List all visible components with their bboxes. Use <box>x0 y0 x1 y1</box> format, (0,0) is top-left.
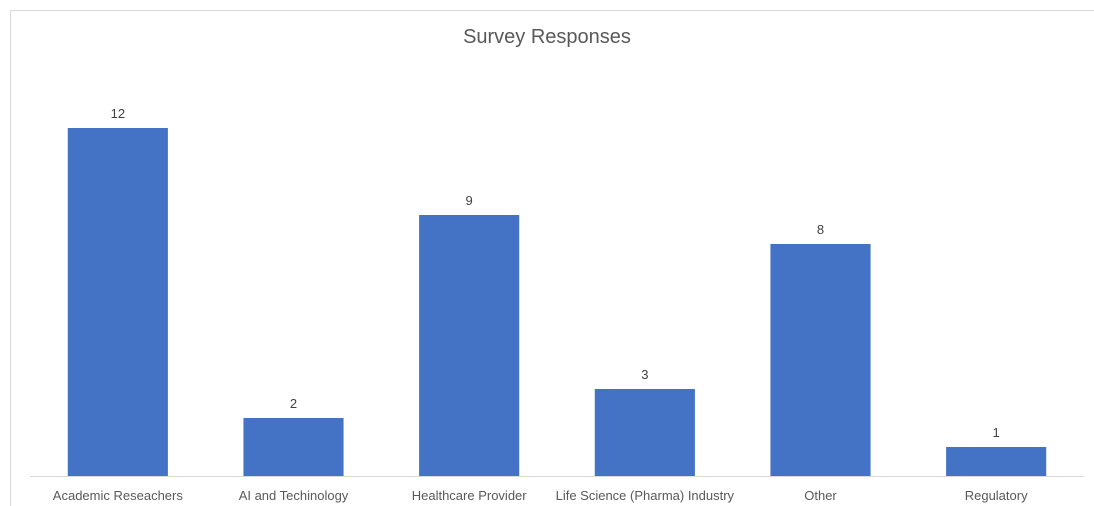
x-tick-label-3: Life Science (Pharma) Industry <box>556 488 735 503</box>
bar-1 <box>243 418 344 476</box>
x-tick-label-0: Academic Reseachers <box>53 488 184 503</box>
bar-4 <box>770 244 871 476</box>
x-tick-label-2: Healthcare Provider <box>412 488 528 503</box>
data-label-3: 3 <box>641 367 648 382</box>
bar-5 <box>946 447 1047 476</box>
bars-group <box>67 128 1047 476</box>
data-label-1: 2 <box>290 396 297 411</box>
data-label-0: 12 <box>111 106 125 121</box>
x-tick-label-1: AI and Techinology <box>239 488 349 503</box>
x-tick-label-5: Regulatory <box>965 488 1028 503</box>
data-label-2: 9 <box>466 193 473 208</box>
bar-3 <box>594 389 695 476</box>
data-label-5: 1 <box>993 425 1000 440</box>
chart-title: Survey Responses <box>463 26 631 48</box>
chart-area <box>10 10 1094 506</box>
bar-0 <box>67 128 168 476</box>
data-label-4: 8 <box>817 222 824 237</box>
bar-2 <box>419 215 520 476</box>
labels-group: 12 Academic Reseachers 2 AI and Techinology… <box>53 106 1028 503</box>
x-tick-label-4: Other <box>804 488 837 503</box>
